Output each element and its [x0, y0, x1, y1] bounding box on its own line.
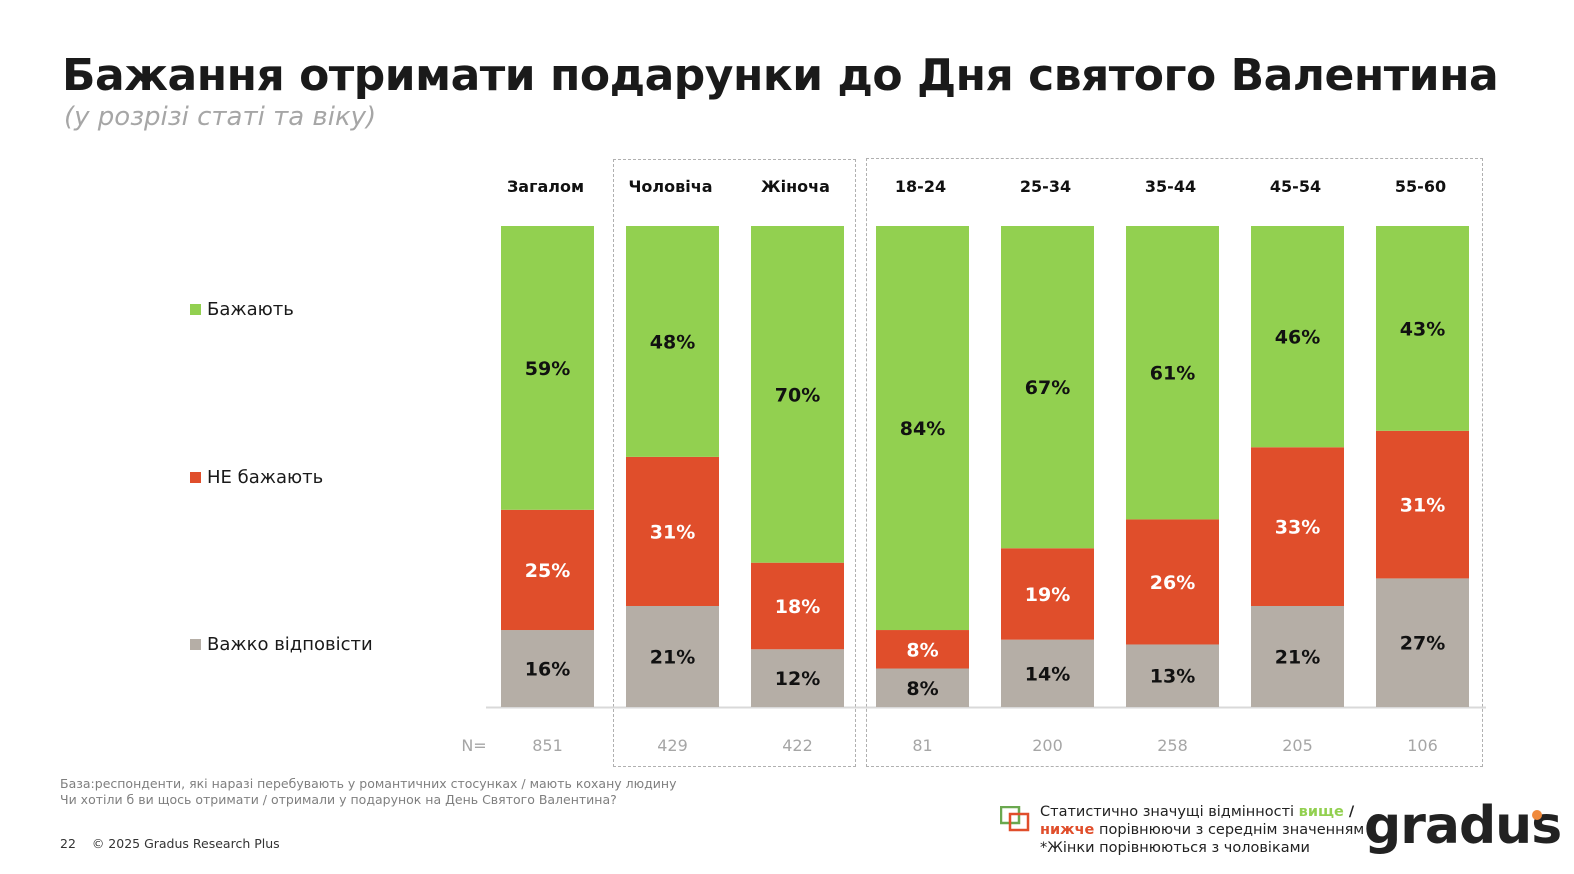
sig-note-women: *Жінки порівнюються з чоловіками	[1040, 840, 1310, 856]
n-value: 258	[1157, 736, 1188, 755]
data-label: 27%	[1400, 633, 1445, 655]
data-label: 48%	[650, 331, 695, 353]
sig-text: порівнюючи з середнім значенням	[1094, 822, 1365, 838]
data-label: 25%	[525, 560, 570, 582]
data-label: 70%	[775, 384, 820, 406]
bar-segment	[1126, 226, 1219, 520]
bar-segment	[501, 226, 594, 510]
data-label: 18%	[775, 596, 820, 618]
lower-label: нижче	[1040, 822, 1095, 838]
data-label: 13%	[1150, 666, 1195, 688]
data-label: 31%	[650, 521, 695, 543]
significance-icon	[1000, 806, 1030, 832]
bar-segment	[876, 668, 969, 707]
data-label: 33%	[1275, 517, 1320, 539]
page-number: 22	[60, 836, 76, 851]
bar-segment	[501, 509, 594, 631]
data-label: 12%	[775, 668, 820, 690]
bar-segment	[1126, 519, 1219, 645]
data-label: 14%	[1025, 663, 1070, 685]
data-label: 26%	[1150, 572, 1195, 594]
n-value: 205	[1282, 736, 1313, 755]
sig-text: Статистично значущі відмінності	[1040, 804, 1299, 820]
legend-label: Бажають	[207, 299, 294, 320]
data-label: 61%	[1150, 363, 1195, 385]
bar-segment	[751, 226, 844, 563]
copyright: © 2025 Gradus Research Plus	[91, 836, 280, 851]
n-value: 422	[782, 736, 813, 755]
footer: 22 © 2025 Gradus Research Plus	[60, 836, 280, 851]
n-value: 429	[657, 736, 688, 755]
age-group-box	[866, 158, 1483, 767]
data-label: 8%	[906, 678, 938, 700]
significance-note: Статистично значущі відмінності вище / н…	[1040, 803, 1364, 857]
n-value: 851	[532, 736, 563, 755]
legend-label: Важко відповісти	[207, 634, 373, 655]
data-label: 19%	[1025, 584, 1070, 606]
legend-item-not-want: НЕ бажають	[190, 467, 323, 488]
bar-segment	[626, 226, 719, 457]
n-value: 200	[1032, 736, 1063, 755]
legend-item-want: Бажають	[190, 299, 294, 320]
legend-swatch	[190, 304, 201, 315]
logo-dot	[1532, 810, 1542, 820]
category-label: 45-54	[1270, 177, 1321, 196]
data-label: 21%	[650, 646, 695, 668]
data-label: 84%	[900, 418, 945, 440]
legend-swatch	[190, 472, 201, 483]
page-title: Бажання отримати подарунки до Дня святог…	[62, 50, 1499, 101]
bar-segment	[1251, 226, 1344, 448]
footnote: База:респонденти, які наразі перебувають…	[60, 776, 676, 808]
bar-segment	[1251, 605, 1344, 707]
bar-segment	[876, 630, 969, 669]
page-subtitle: (у розрізі статі та віку)	[64, 102, 377, 132]
bar-segment	[1376, 430, 1469, 579]
bar-segment	[1251, 447, 1344, 606]
data-label: 59%	[525, 358, 570, 380]
bar-segment	[626, 605, 719, 707]
bar-segment	[1001, 639, 1094, 707]
n-value: 81	[912, 736, 932, 755]
legend-label: НЕ бажають	[207, 467, 324, 488]
data-label: 46%	[1275, 327, 1320, 349]
survey-question: Чи хотіли б ви щось отримати / отримали …	[60, 792, 617, 807]
data-label: 67%	[1025, 377, 1070, 399]
bar-segment	[1126, 644, 1219, 707]
data-label: 31%	[1400, 495, 1445, 517]
data-label: 8%	[906, 639, 938, 661]
data-label: 43%	[1400, 318, 1445, 340]
category-label: 18-24	[895, 177, 946, 196]
gradus-logo: gradus	[1364, 796, 1562, 856]
bar-segment	[1376, 578, 1469, 707]
gender-group-box	[613, 159, 856, 767]
bar-segment	[626, 456, 719, 606]
bar-segment	[751, 562, 844, 650]
higher-label: вище	[1298, 804, 1344, 820]
bar-segment	[501, 630, 594, 707]
bar-segment	[1001, 226, 1094, 549]
category-label: Жіноча	[761, 177, 830, 196]
category-label: Чоловіча	[628, 177, 712, 196]
legend-item-hard-to-say: Важко відповісти	[190, 634, 373, 655]
category-label: Загалом	[507, 177, 584, 196]
n-label: N=	[461, 736, 486, 755]
data-label: 16%	[525, 659, 570, 681]
sig-slash: /	[1343, 804, 1355, 820]
category-label: 25-34	[1020, 177, 1071, 196]
bar-segment	[751, 649, 844, 707]
data-label: 21%	[1275, 646, 1320, 668]
bar-segment	[1376, 226, 1469, 431]
n-value: 106	[1407, 736, 1438, 755]
category-label: 55-60	[1395, 177, 1446, 196]
bar-segment	[1001, 548, 1094, 640]
base-note: База:респонденти, які наразі перебувають…	[60, 776, 677, 791]
category-label: 35-44	[1145, 177, 1196, 196]
bar-segment	[876, 226, 969, 631]
legend-swatch	[190, 639, 201, 650]
